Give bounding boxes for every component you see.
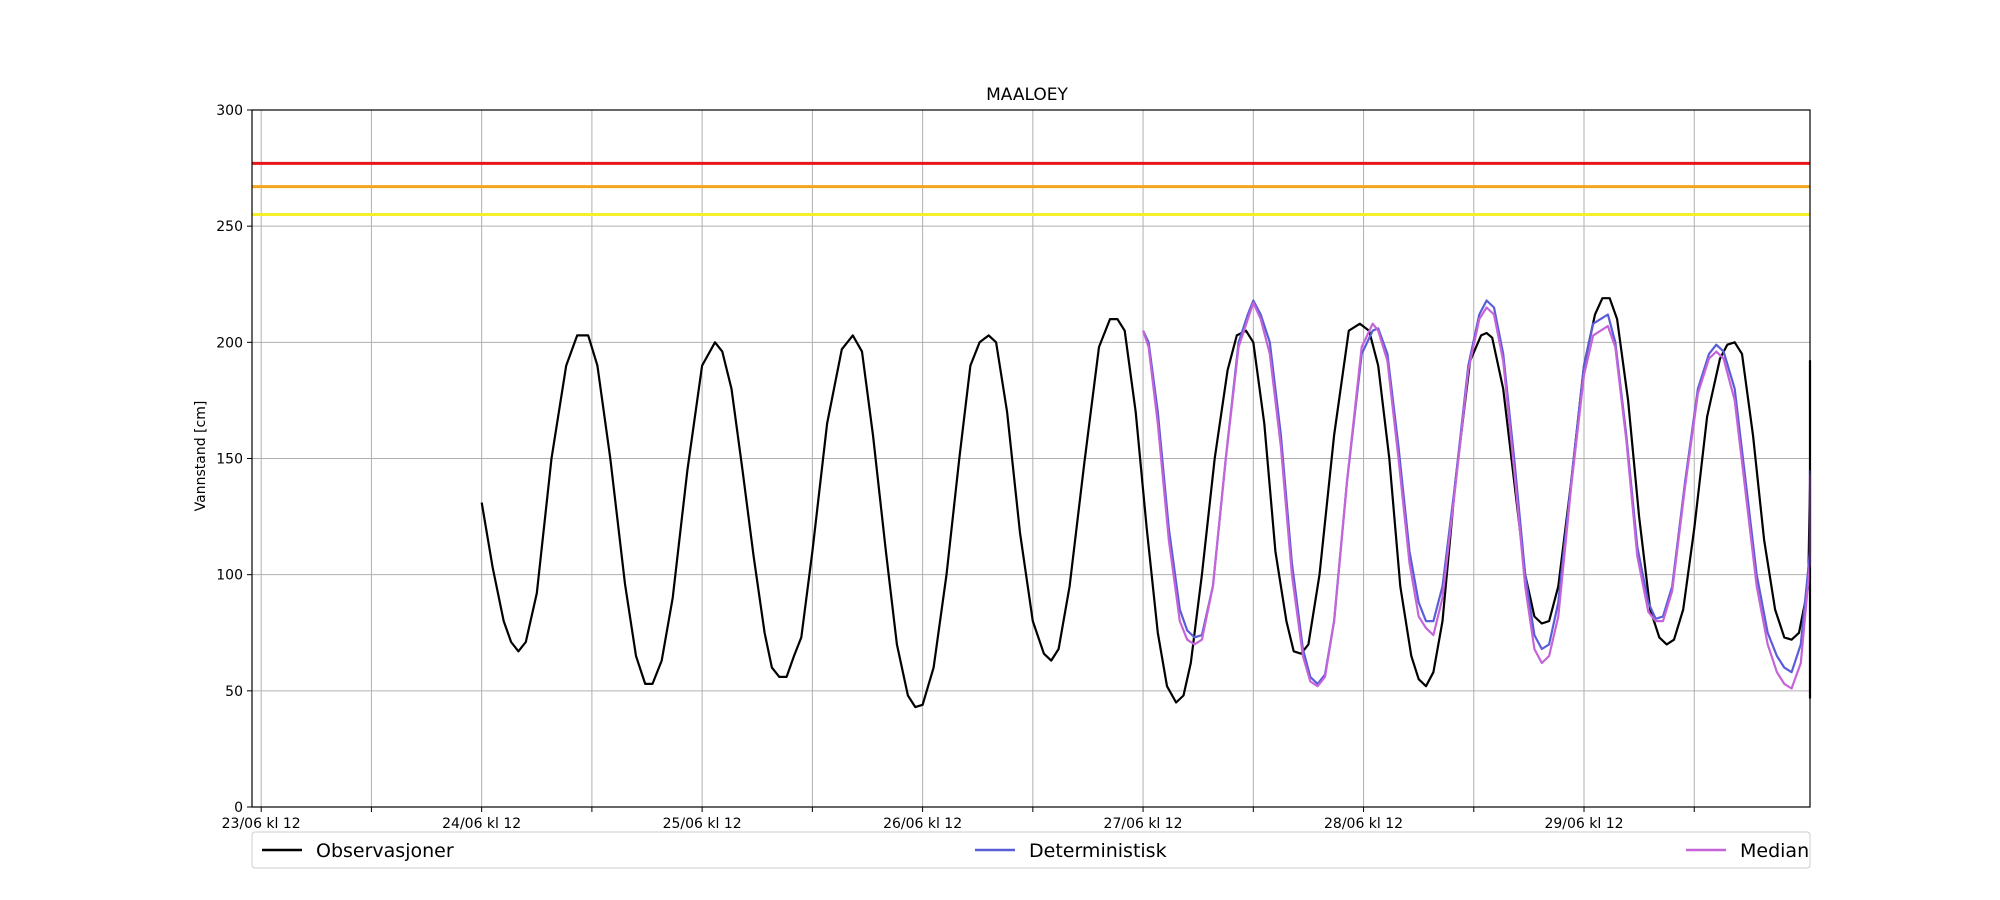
y-tick-label: 300 (216, 103, 243, 119)
x-tick-label: 24/06 kl 12 (442, 816, 521, 832)
legend-items: Observasjoner Deterministisk Median (262, 840, 1809, 862)
legend-label: Observasjoner (316, 840, 454, 862)
grid (252, 109, 1810, 808)
legend-label: Median (1740, 840, 1809, 862)
y-tick-label: 100 (216, 568, 243, 584)
chart-title: MAALOEY (986, 85, 1068, 105)
y-axis: 0 50 100 150 200 250 300 (216, 103, 252, 816)
legend-label: Deterministisk (1029, 840, 1167, 862)
y-axis-title: Vannstand [cm] (193, 401, 209, 512)
x-tick-label: 29/06 kl 12 (1544, 816, 1623, 832)
y-tick-label: 0 (234, 800, 243, 816)
x-tick-label: 27/06 kl 12 (1104, 816, 1183, 832)
legend: Observasjoner Deterministisk Median (251, 831, 1811, 869)
y-tick-label: 150 (216, 452, 243, 468)
x-tick-label: 26/06 kl 12 (883, 816, 962, 832)
y-tick-label: 200 (216, 335, 243, 351)
y-tick-label: 50 (225, 684, 243, 700)
legend-frame (251, 831, 1811, 869)
x-axis: 23/06 kl 12 24/06 kl 12 25/06 kl 12 26/06 k… (222, 807, 1695, 832)
x-tick-label: 25/06 kl 12 (663, 816, 742, 832)
x-tick-label: 28/06 kl 12 (1324, 816, 1403, 832)
series-line-median (1142, 301, 1812, 690)
y-tick-label: 250 (216, 219, 243, 235)
series-line-observasjoner (480, 297, 1812, 709)
threshold-lines (252, 161, 1810, 217)
series-lines (480, 297, 1812, 709)
x-tick-label: 23/06 kl 12 (222, 816, 301, 832)
